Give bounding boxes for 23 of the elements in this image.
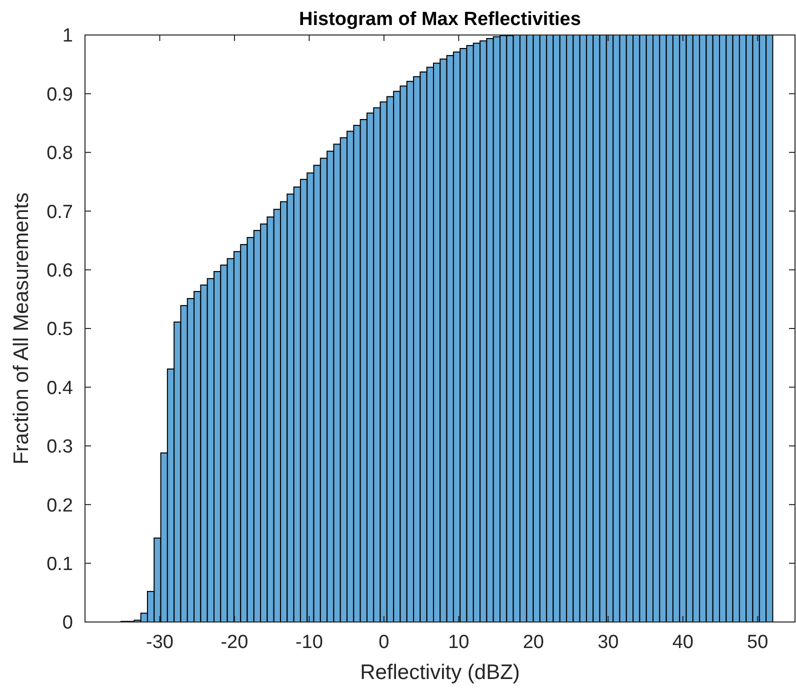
y-tick-label: 0.8 xyxy=(46,143,73,164)
y-axis-title: Fraction of All Measurements xyxy=(10,192,33,464)
y-tick-label: 0.6 xyxy=(46,260,73,282)
y-tick-label: 0.4 xyxy=(46,378,74,399)
x-tick-label: -10 xyxy=(295,632,323,653)
y-tick-label: 0.1 xyxy=(46,554,73,575)
x-tick-label: 0 xyxy=(378,632,390,653)
y-tick-label: 0.5 xyxy=(46,319,73,340)
x-tick-label: 20 xyxy=(522,632,544,653)
x-tick-label: 50 xyxy=(747,632,768,653)
x-tick-label: -20 xyxy=(220,632,248,653)
x-tick-label: 10 xyxy=(448,632,470,653)
y-tick-label: 0 xyxy=(62,612,73,634)
x-tick-label: 30 xyxy=(598,632,619,653)
y-tick-label: 0.2 xyxy=(46,495,73,516)
chart-title: Histogram of Max Reflectivities xyxy=(299,9,581,30)
y-tick-label: 0.3 xyxy=(46,436,73,458)
y-tick-label: 0.7 xyxy=(46,202,73,223)
x-axis-title: Reflectivity (dBZ) xyxy=(360,661,520,684)
x-tick-label: 40 xyxy=(672,632,694,653)
x-tick-label: -30 xyxy=(146,632,174,653)
y-tick-label: 0.9 xyxy=(46,84,73,106)
y-tick-label: 1 xyxy=(62,26,73,47)
